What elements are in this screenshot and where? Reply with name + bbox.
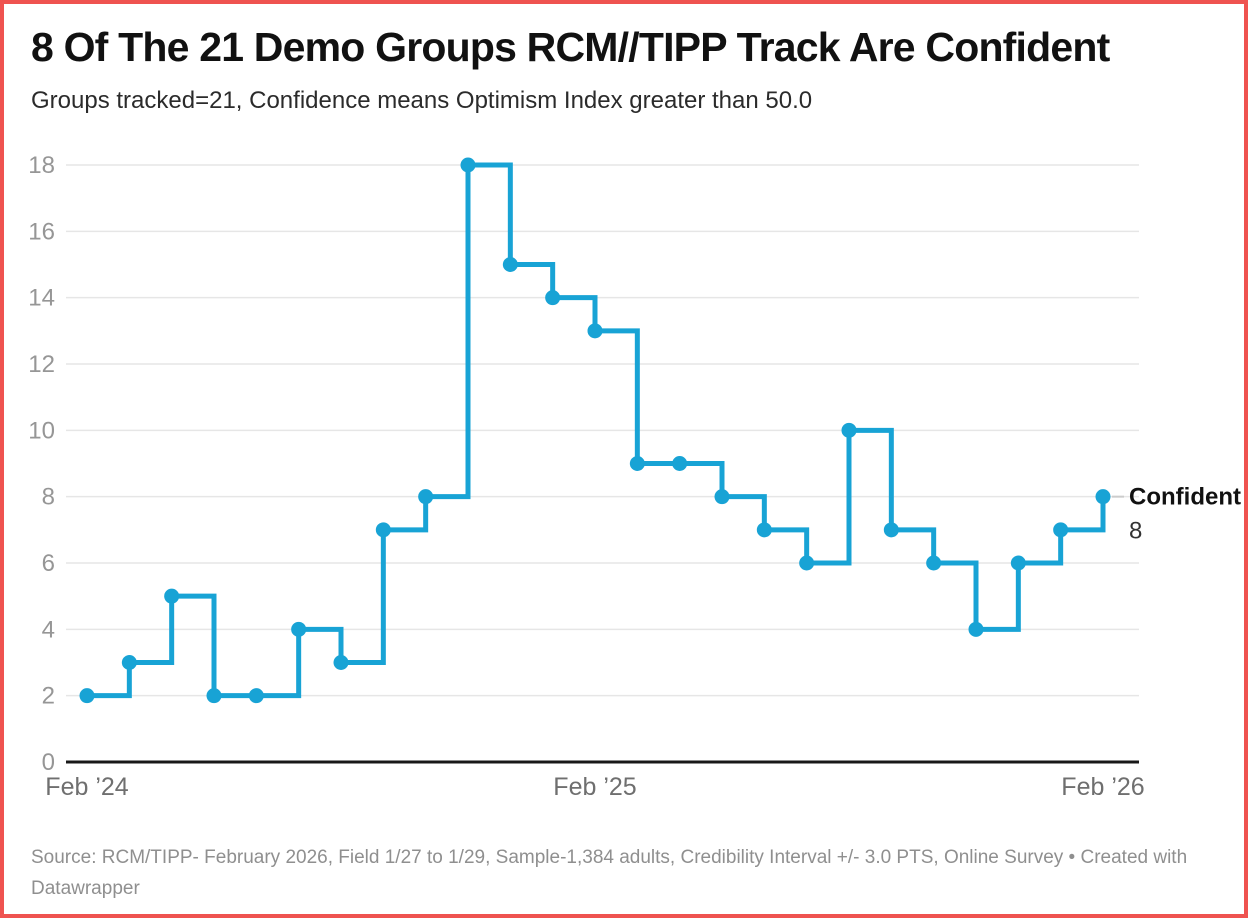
- data-point[interactable]: [164, 588, 180, 604]
- data-point[interactable]: [79, 688, 95, 704]
- y-tick-label: 18: [28, 152, 55, 179]
- data-point[interactable]: [799, 555, 815, 571]
- data-point[interactable]: [672, 456, 688, 471]
- x-tick-label: Feb ’25: [553, 773, 636, 801]
- data-point[interactable]: [333, 655, 349, 670]
- data-point[interactable]: [418, 489, 434, 505]
- y-tick-label: 16: [28, 218, 55, 245]
- chart-title: 8 Of The 21 Demo Groups RCM//TIPP Track …: [31, 24, 1110, 70]
- y-tick-label: 6: [42, 550, 55, 577]
- data-point[interactable]: [1053, 522, 1069, 538]
- data-point[interactable]: [121, 655, 137, 670]
- data-point[interactable]: [460, 157, 476, 173]
- data-point[interactable]: [926, 555, 942, 571]
- chart-subtitle: Groups tracked=21, Confidence means Opti…: [31, 87, 813, 115]
- data-point[interactable]: [587, 323, 603, 339]
- data-point[interactable]: [1095, 489, 1111, 505]
- data-point[interactable]: [1010, 555, 1026, 571]
- chart-header: 8 Of The 21 Demo Groups RCM//TIPP Track …: [31, 24, 1214, 116]
- chart-footer: Source: RCM/TIPP- February 2026, Field 1…: [31, 842, 1231, 905]
- y-tick-label: 12: [28, 351, 55, 378]
- data-point[interactable]: [841, 422, 857, 438]
- data-point[interactable]: [968, 621, 984, 637]
- x-tick-label: Feb ’26: [1061, 773, 1144, 801]
- y-tick-label: 4: [42, 616, 55, 643]
- data-point[interactable]: [248, 688, 264, 704]
- data-point[interactable]: [756, 522, 772, 538]
- y-tick-label: 0: [42, 749, 55, 776]
- data-point[interactable]: [714, 489, 730, 505]
- data-point[interactable]: [545, 290, 561, 306]
- data-point[interactable]: [502, 257, 518, 272]
- step-line-chart: 0 2 4 6 8 10 12 14 16 18 Feb ’24 Feb ’25 Feb ’26 Conf…: [28, 152, 1241, 801]
- y-tick-label: 2: [42, 683, 55, 710]
- data-point[interactable]: [206, 688, 222, 704]
- data-point[interactable]: [291, 621, 307, 637]
- y-tick-label: 14: [28, 285, 55, 312]
- source-note: Source: RCM/TIPP- February 2026, Field 1…: [31, 847, 1188, 900]
- y-tick-label: 8: [42, 484, 55, 511]
- end-label-series-name: Confident: [1129, 484, 1241, 511]
- x-tick-label: Feb ’24: [45, 773, 128, 801]
- data-point[interactable]: [375, 522, 391, 538]
- y-tick-label: 10: [28, 417, 55, 444]
- end-label-value: 8: [1129, 518, 1142, 545]
- data-point[interactable]: [883, 522, 899, 538]
- data-point[interactable]: [629, 456, 645, 471]
